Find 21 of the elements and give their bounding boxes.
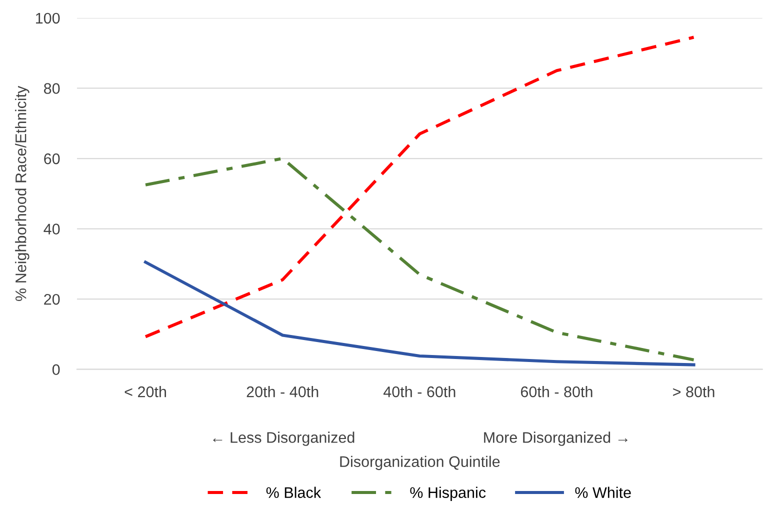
- x-axis-title: Disorganization Quintile: [340, 456, 500, 470]
- x-tick-label: > 80th: [673, 386, 714, 398]
- y-tick-label: 20: [44, 294, 60, 305]
- y-tick-label: 0: [52, 364, 60, 376]
- legend-label: % White: [575, 486, 631, 498]
- x-tick-label: 20th - 40th: [246, 386, 318, 398]
- line-series: [144, 260, 696, 366]
- line-series: [144, 36, 696, 338]
- y-tick-label: 100: [36, 12, 60, 24]
- y-tick-label: 40: [44, 224, 60, 234]
- x-tick-label: 40th - 60th: [383, 386, 456, 398]
- text: More Disorganized →: [484, 432, 628, 446]
- legend-label: % Black: [266, 486, 322, 498]
- x-tick-label: < 20th: [124, 386, 166, 398]
- x-tick-label: 60th - 80th: [520, 386, 592, 398]
- legend-label: % Hispanic: [410, 486, 486, 502]
- text: ← Less Disorganized: [213, 432, 354, 446]
- y-axis-title: % Neighborhood Race/Ethnicity: [15, 86, 30, 301]
- y-tick-label: 80: [44, 83, 60, 94]
- line-series: [144, 156, 696, 362]
- y-tick-label: 60: [44, 153, 60, 164]
